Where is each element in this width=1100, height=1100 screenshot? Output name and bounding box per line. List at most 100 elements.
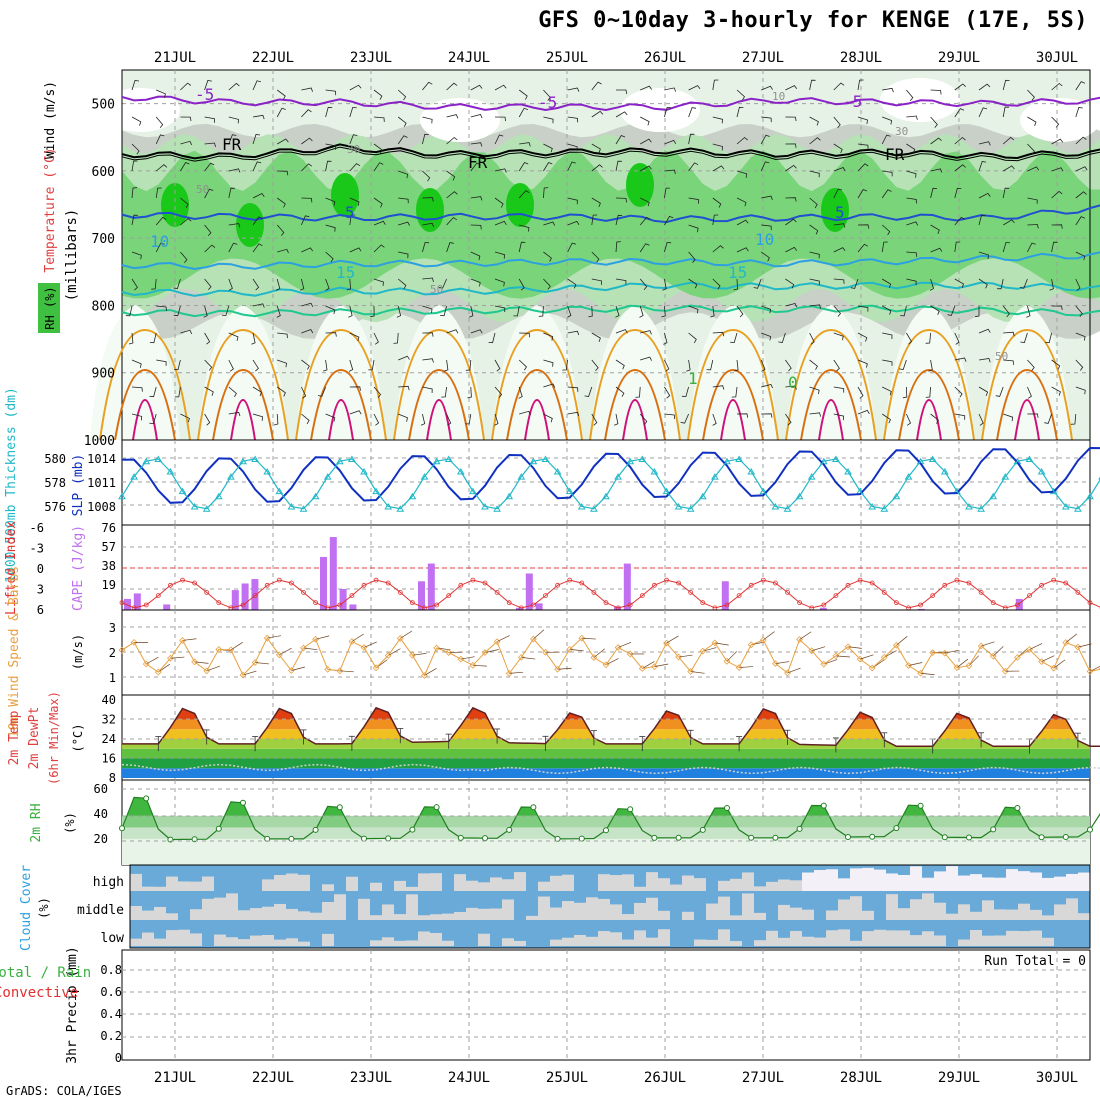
cloud-bar-high: [862, 867, 874, 891]
cloud-bar-middle: [802, 909, 814, 920]
wind-axis-label: Wind (m/s): [43, 81, 58, 159]
contour-label-7: 5: [835, 203, 845, 222]
wind-barb: [393, 332, 399, 344]
wind-barb: [1051, 359, 1061, 370]
wind-barb: [975, 306, 980, 318]
cloud-bar-low: [154, 938, 166, 946]
wind-barb: [785, 143, 797, 148]
rh2m-marker: [917, 802, 924, 809]
wind-barb: [857, 163, 869, 172]
wind-barb: [441, 386, 447, 398]
li-marker: [639, 593, 645, 599]
li-marker: [119, 600, 125, 606]
wind-10m-barb: [968, 655, 980, 666]
wind-barb: [785, 359, 792, 372]
thickness-marker: [505, 492, 514, 500]
temp-band-2: [122, 748, 1090, 759]
wind-barb: [346, 278, 352, 291]
cloud-bar-high: [1054, 876, 1066, 891]
rh-contour-label-5: 50: [995, 350, 1008, 363]
cloud-bar-high: [454, 874, 466, 891]
wind-10m-barb: [835, 655, 850, 658]
dry-bl-0: [90, 305, 180, 440]
cloud-bar-high: [430, 873, 442, 891]
wind-barb: [518, 359, 528, 371]
wind-barb: [519, 410, 531, 416]
wind-barb: [664, 87, 677, 92]
temp-arc-35-5: [622, 398, 648, 441]
wind-barb: [1027, 413, 1039, 418]
cloud-bar-high: [682, 875, 694, 891]
wind-10m-barb: [775, 661, 790, 664]
wind-barb: [1051, 167, 1064, 172]
wind-barb: [180, 140, 193, 146]
rh2m-marker: [215, 825, 222, 832]
wind-barb: [252, 278, 260, 291]
cloud-bar-low: [934, 935, 946, 946]
date-bottom-29JUL: 29JUL: [938, 1070, 980, 1086]
thickness-tick-576: 576: [44, 500, 66, 514]
wind-barb: [204, 80, 212, 91]
wind-barb: [373, 220, 386, 226]
wind-barb: [204, 413, 211, 426]
wind-barb: [584, 386, 593, 397]
wind-barb: [640, 356, 652, 361]
cloud-bar-low: [262, 935, 274, 946]
wind-barb: [348, 359, 354, 372]
wind-barb: [954, 83, 966, 91]
wind-barb: [906, 143, 916, 154]
wind-barb: [373, 89, 383, 100]
date-bottom-30JUL: 30JUL: [1036, 1070, 1078, 1086]
wind-barb: [736, 413, 749, 418]
wind-barb: [301, 109, 312, 118]
wind-barb: [543, 413, 553, 423]
wind-barb: [1075, 136, 1087, 145]
wind-barb: [276, 224, 285, 236]
wind-barb: [543, 143, 553, 153]
cloud-bar-high: [274, 874, 286, 891]
cloud-bar-middle: [502, 899, 514, 920]
wind-barb: [615, 241, 621, 253]
temp-units-label: (°C): [71, 724, 85, 753]
cloud-bar-high: [754, 886, 766, 891]
wind-barb: [736, 170, 748, 178]
wind-barb: [397, 135, 408, 145]
wind-barb: [664, 187, 670, 199]
temp-contour-5: [121, 204, 1100, 224]
rh2m-band-3: [122, 797, 1090, 816]
wind-barb: [760, 359, 766, 372]
wind-barb: [301, 329, 314, 334]
date-bottom-27JUL: 27JUL: [742, 1070, 784, 1086]
wind-barb: [228, 116, 239, 124]
wind-10m-barb: [509, 671, 524, 674]
cloud-bar-high: [886, 873, 898, 891]
cloud-bar-high: [142, 886, 154, 891]
wind-barb: [567, 220, 580, 226]
wind-barb: [857, 143, 869, 150]
wind-barb: [325, 413, 336, 422]
wind-barb: [422, 197, 434, 202]
wind-barb: [174, 386, 181, 398]
temp-tick-24: 24: [102, 732, 116, 746]
wind-barb: [373, 197, 383, 208]
wind-barb: [833, 82, 845, 91]
precip-tick-0: 0: [115, 1051, 122, 1065]
wind-10m-barb: [1029, 643, 1043, 650]
cloud-bar-middle: [250, 908, 262, 920]
wind-barb: [228, 134, 237, 145]
wind-barb: [930, 116, 938, 128]
wind-barb: [640, 197, 650, 207]
cloud-bar-high: [994, 877, 1006, 891]
wind-barb: [906, 170, 917, 178]
wind-barb: [325, 89, 337, 96]
thickness-marker: [747, 468, 756, 475]
cloud-panel-frame: [129, 864, 1091, 949]
wind-barb: [1027, 197, 1038, 204]
wind-barb: [1002, 187, 1010, 199]
thickness-marker: [311, 492, 320, 500]
li-marker: [252, 593, 258, 599]
cloud-bar-middle: [1018, 903, 1030, 920]
rh-saturated-1: [331, 173, 359, 217]
wind-barb: [662, 278, 667, 291]
li-marker: [978, 589, 984, 595]
